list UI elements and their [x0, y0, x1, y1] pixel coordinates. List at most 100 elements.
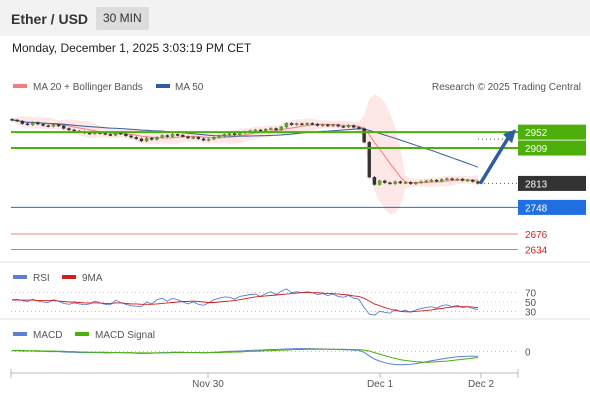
candle — [377, 180, 382, 185]
candle — [300, 123, 304, 126]
candle — [258, 129, 263, 132]
candle — [295, 123, 299, 126]
candle — [357, 127, 361, 129]
level-label-2748: 2748 — [525, 203, 548, 214]
candle — [419, 181, 423, 183]
x-tick-label: Dec 1 — [367, 379, 394, 390]
rsi-ma-line — [12, 292, 479, 313]
candle — [331, 124, 335, 127]
candle — [238, 132, 242, 135]
candle — [46, 125, 50, 127]
candle — [129, 135, 133, 138]
candle — [72, 129, 76, 132]
candle — [10, 119, 14, 121]
candle — [440, 179, 444, 182]
macd-line — [12, 348, 478, 366]
candle — [393, 181, 397, 184]
macd-panel: 0 — [11, 348, 531, 366]
candle — [124, 133, 128, 136]
candle — [227, 133, 232, 135]
instrument-title: Ether / USD — [11, 11, 89, 27]
level-label-2909: 2909 — [525, 144, 548, 155]
candle — [207, 139, 211, 141]
candle — [150, 137, 154, 140]
candle — [160, 135, 164, 138]
price-panel — [10, 94, 480, 215]
candle — [362, 128, 366, 143]
candle — [253, 129, 258, 132]
macd-tick-0: 0 — [525, 348, 531, 359]
candle — [460, 178, 465, 181]
macd-legend-label: MACD — [33, 330, 62, 341]
macd-signal-line — [12, 348, 479, 363]
rsi-tick-30: 30 — [525, 307, 537, 318]
candle — [41, 123, 45, 126]
ma50-line — [11, 119, 479, 168]
candle — [232, 133, 237, 135]
candle — [201, 138, 206, 141]
candle — [476, 181, 480, 184]
candle — [346, 125, 351, 128]
candle — [165, 135, 170, 137]
candle — [113, 132, 118, 136]
rsi-tick-70: 70 — [525, 289, 537, 300]
candle — [383, 180, 387, 183]
macd-signal-legend-label: MACD Signal — [95, 330, 155, 341]
x-tick-label: Dec 2 — [468, 379, 495, 390]
candle — [20, 120, 25, 124]
candle — [429, 179, 434, 182]
candle — [222, 134, 226, 136]
candle — [15, 119, 19, 122]
interval-button[interactable]: 30 MIN — [96, 7, 149, 30]
candle — [408, 182, 413, 184]
candle — [181, 134, 185, 137]
level-tag-2748 — [518, 199, 586, 215]
candle — [320, 124, 325, 127]
candle — [212, 137, 216, 140]
level-label-2813: 2813 — [525, 179, 548, 190]
candle — [336, 124, 340, 127]
candle — [67, 128, 71, 131]
candle — [175, 134, 180, 136]
candle — [103, 133, 107, 135]
candle — [372, 177, 377, 185]
rsi-legend-label: RSI — [33, 273, 50, 284]
candle — [62, 125, 66, 129]
candle — [471, 179, 475, 182]
ma20-line — [11, 119, 479, 184]
candle — [388, 182, 392, 185]
header-bar: Ether / USD 30 MIN — [0, 0, 590, 36]
ma50-legend-swatch — [156, 84, 170, 88]
rsi-line — [11, 288, 479, 316]
candle — [36, 122, 40, 125]
candle — [269, 128, 273, 130]
candle — [170, 134, 175, 137]
price-levels: 2952 2909 2813 2748 2676 2634 — [11, 124, 586, 256]
candle — [445, 178, 449, 180]
rsi-ma-legend-swatch — [62, 275, 76, 279]
candle — [191, 137, 195, 139]
candle — [341, 126, 346, 128]
level-tag-2952 — [518, 124, 586, 140]
level-label-2952: 2952 — [525, 128, 548, 139]
target-arrow-head — [503, 129, 516, 144]
candle — [25, 123, 30, 126]
bollinger-band — [12, 94, 478, 215]
x-tick-label: Nov 30 — [192, 379, 224, 390]
candle — [367, 141, 371, 178]
candle — [264, 129, 268, 132]
candle — [279, 126, 283, 131]
timestamp: Monday, December 1, 2025 3:03:19 PM CET — [12, 41, 252, 55]
candle — [315, 123, 320, 126]
candle — [196, 137, 201, 139]
candle — [274, 128, 278, 131]
candle — [186, 136, 190, 139]
credit-text: Research © 2025 Trading Central — [432, 82, 581, 93]
candle — [108, 134, 113, 136]
ma20-legend-label: MA 20 + Bollinger Bands — [33, 82, 143, 93]
target-arrow-shaft — [479, 136, 510, 185]
macd-legend-swatch — [13, 332, 27, 336]
ma50-legend-label: MA 50 — [175, 82, 204, 93]
